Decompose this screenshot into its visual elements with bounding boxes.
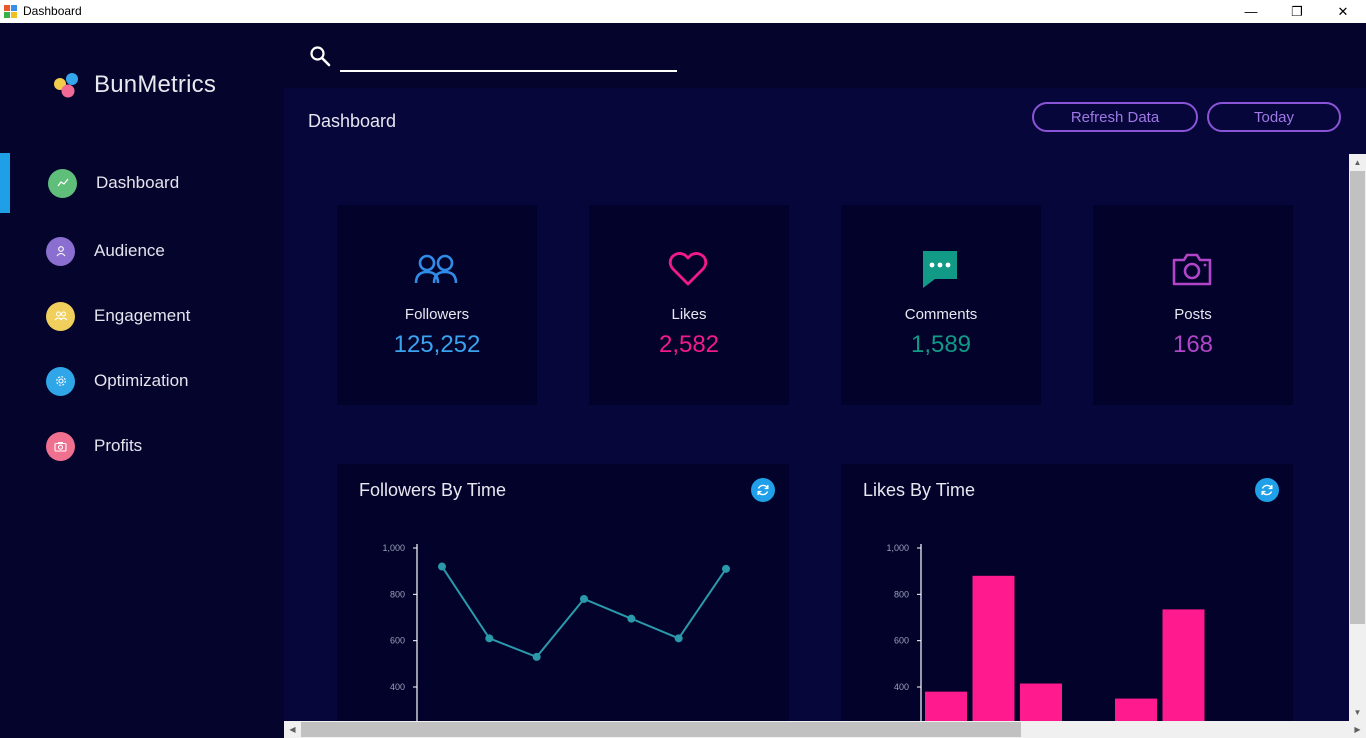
sidebar-item-label: Dashboard	[96, 173, 180, 192]
minimize-button[interactable]: —	[1244, 4, 1258, 19]
data-point	[674, 634, 683, 643]
refresh-icon[interactable]	[751, 478, 775, 502]
page-header: Dashboard Refresh Data Today	[284, 88, 1366, 154]
data-point	[722, 564, 730, 573]
followers-line-chart: 1,000 800 600 400	[382, 543, 730, 721]
sidebar-item-label: Engagement	[94, 306, 191, 325]
y-tick-label: 600	[390, 636, 405, 646]
refresh-icon[interactable]	[1255, 478, 1279, 502]
horizontal-scrollbar[interactable]: ◀ ▶	[284, 721, 1366, 738]
page-title: Dashboard	[308, 111, 397, 131]
camera-icon	[1169, 249, 1215, 289]
bar	[972, 575, 1015, 721]
date-range-button[interactable]: Today	[1207, 102, 1341, 132]
scroll-thumb[interactable]	[301, 722, 1021, 737]
comment-icon	[917, 249, 963, 289]
y-tick-label: 800	[390, 589, 405, 599]
scroll-up-icon[interactable]: ▲	[1353, 158, 1362, 167]
sidebar-item-dashboard[interactable]: Dashboard	[0, 153, 284, 213]
restore-button[interactable]: ❐	[1291, 3, 1303, 19]
stat-value: 125,252	[393, 331, 481, 358]
sidebar-item-label: Audience	[94, 241, 165, 260]
data-point	[627, 614, 636, 623]
y-tick-label: 600	[894, 636, 909, 646]
y-tick-label: 1,000	[886, 543, 909, 553]
brand-name: BunMetrics	[94, 71, 217, 98]
sidebar-item-engagement[interactable]: Engagement	[0, 286, 284, 346]
bar	[925, 691, 967, 721]
dashboard-content: Followers 125,252 Likes 2,582 Comments 1…	[284, 154, 1349, 721]
bar	[1020, 683, 1062, 721]
data-point	[485, 634, 494, 643]
app-icon	[4, 5, 17, 18]
users-icon	[46, 301, 75, 331]
y-tick-label: 400	[390, 682, 405, 692]
gear-icon	[46, 366, 75, 396]
followers-icon	[413, 249, 459, 289]
data-point	[580, 594, 588, 603]
y-tick-label: 1,000	[382, 543, 405, 553]
close-button[interactable]: ✕	[1337, 3, 1349, 19]
stat-label: Comments	[904, 306, 978, 323]
likes-bar-chart: 1,000 800 600 400	[886, 543, 1205, 721]
sidebar-item-label: Optimization	[94, 371, 189, 390]
stat-value: 168	[1172, 331, 1214, 358]
series-line	[441, 565, 727, 659]
y-tick-label: 400	[894, 682, 909, 692]
stat-value: 1,589	[910, 331, 972, 358]
active-indicator	[0, 153, 10, 213]
sidebar-item-label: Profits	[94, 436, 143, 455]
likes-chart-card: 1,000 800 600 400 Likes By Time	[841, 464, 1293, 721]
stat-label: Followers	[404, 306, 470, 323]
scroll-left-icon[interactable]: ◀	[289, 725, 296, 734]
stat-label: Likes	[671, 306, 707, 323]
sidebar: BunMetrics Dashboard Audience Engagement…	[0, 23, 284, 738]
chart-line-icon	[48, 168, 77, 198]
heart-icon	[665, 249, 711, 289]
sidebar-item-profits[interactable]: Profits	[0, 416, 284, 476]
stat-card-posts: Posts 168	[1093, 205, 1293, 405]
stat-value: 2,582	[658, 331, 720, 358]
followers-chart-card: 1,000 800 600 400 Followers By Time	[337, 464, 789, 721]
brand-logo[interactable]: BunMetrics	[52, 70, 216, 100]
scroll-thumb[interactable]	[1350, 171, 1365, 624]
logo-icon	[54, 73, 78, 98]
y-tick-label: 800	[894, 589, 909, 599]
stat-card-followers: Followers 125,252	[337, 205, 537, 405]
stat-card-comments: Comments 1,589	[841, 205, 1041, 405]
window-titlebar: Dashboard — ❐ ✕	[0, 0, 1366, 23]
window-title: Dashboard	[23, 4, 82, 18]
chart-title: Likes By Time	[863, 480, 976, 500]
camera-icon	[46, 431, 75, 461]
stat-label: Posts	[1174, 306, 1212, 323]
vertical-scrollbar[interactable]: ▲ ▼	[1349, 154, 1366, 721]
data-point	[532, 652, 541, 661]
chart-title: Followers By Time	[359, 480, 507, 500]
search-icon[interactable]	[309, 45, 331, 67]
data-point	[438, 562, 446, 571]
stat-card-likes: Likes 2,582	[589, 205, 789, 405]
scroll-down-icon[interactable]: ▼	[1353, 708, 1362, 717]
bar	[1162, 609, 1205, 721]
bar	[1115, 698, 1157, 721]
user-icon	[46, 236, 75, 266]
search-input[interactable]	[340, 44, 677, 72]
sidebar-item-optimization[interactable]: Optimization	[0, 351, 284, 411]
sidebar-item-audience[interactable]: Audience	[0, 221, 284, 281]
scroll-right-icon[interactable]: ▶	[1354, 725, 1361, 734]
refresh-data-button[interactable]: Refresh Data	[1032, 102, 1198, 132]
